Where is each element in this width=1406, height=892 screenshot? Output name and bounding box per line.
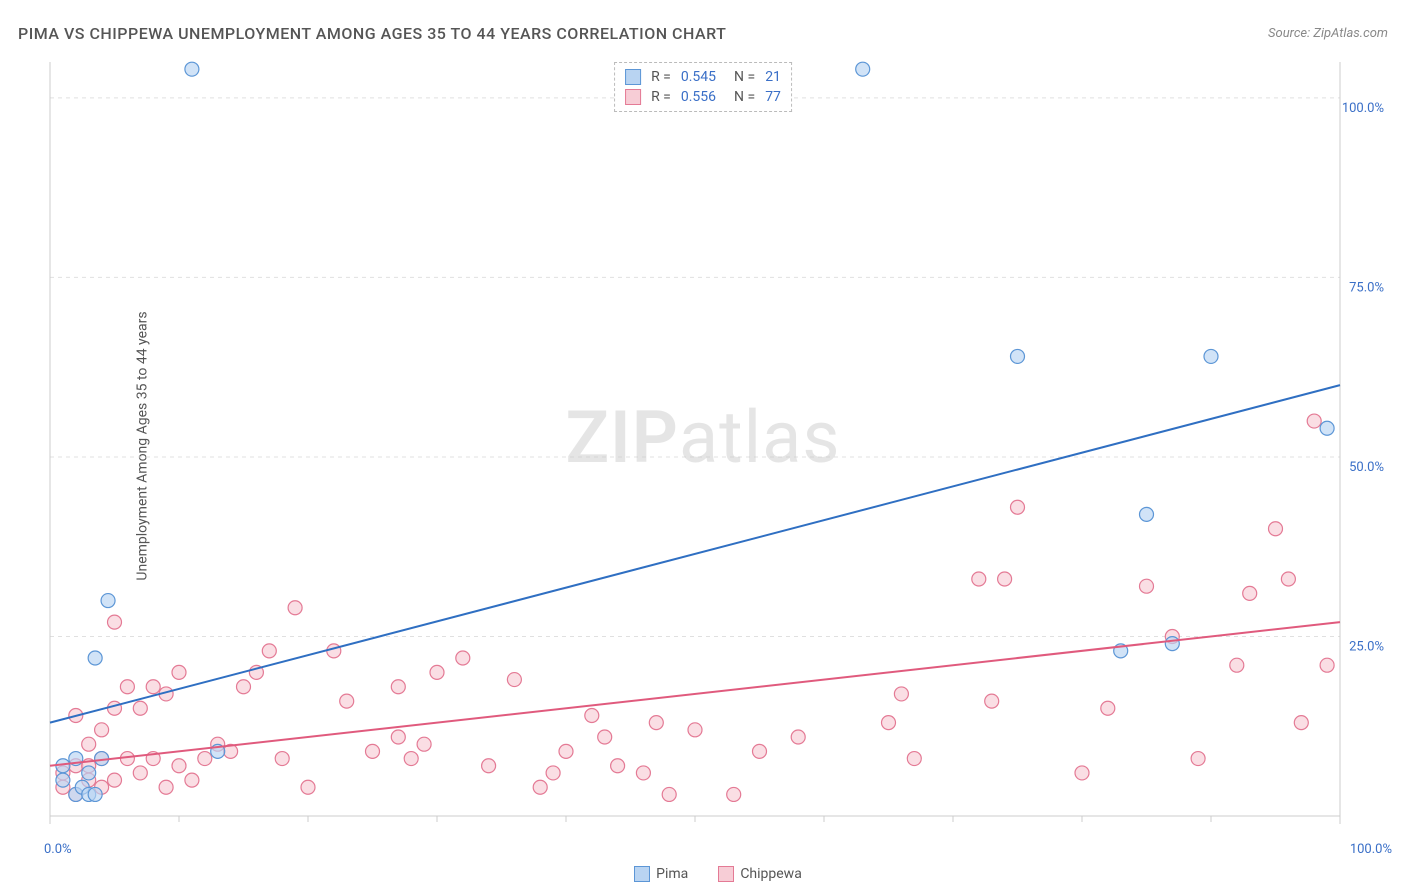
svg-text:100.0%: 100.0% xyxy=(1342,101,1384,116)
stats-row: R =0.545N =21 xyxy=(625,67,781,87)
chart-plot-area: 25.0% 50.0% 75.0% 100.0% xyxy=(48,60,1388,830)
chart-title: PIMA VS CHIPPEWA UNEMPLOYMENT AMONG AGES… xyxy=(18,24,726,43)
x-axis-labels: 0.0% 100.0% xyxy=(48,842,1388,860)
stats-swatch xyxy=(625,89,641,105)
series-legend: Pima Chippewa xyxy=(48,866,1388,882)
svg-text:50.0%: 50.0% xyxy=(1349,460,1384,475)
stats-row: R =0.556N =77 xyxy=(625,87,781,107)
legend-label: Pima xyxy=(656,866,688,882)
title-bar: PIMA VS CHIPPEWA UNEMPLOYMENT AMONG AGES… xyxy=(18,24,1388,43)
legend-item: Chippewa xyxy=(718,866,802,882)
legend-item: Pima xyxy=(634,866,688,882)
svg-text:75.0%: 75.0% xyxy=(1349,280,1384,295)
scatter-chart-svg: 25.0% 50.0% 75.0% 100.0% xyxy=(48,60,1388,830)
legend-swatch xyxy=(634,866,650,882)
correlation-stats-box: R =0.545N =21R =0.556N =77 xyxy=(614,62,792,112)
x-tick-max: 100.0% xyxy=(1350,842,1392,857)
legend-swatch xyxy=(718,866,734,882)
x-tick-min: 0.0% xyxy=(44,842,72,857)
legend-label: Chippewa xyxy=(740,866,802,882)
svg-text:25.0%: 25.0% xyxy=(1349,639,1384,654)
source-attribution: Source: ZipAtlas.com xyxy=(1268,26,1388,41)
stats-swatch xyxy=(625,69,641,85)
